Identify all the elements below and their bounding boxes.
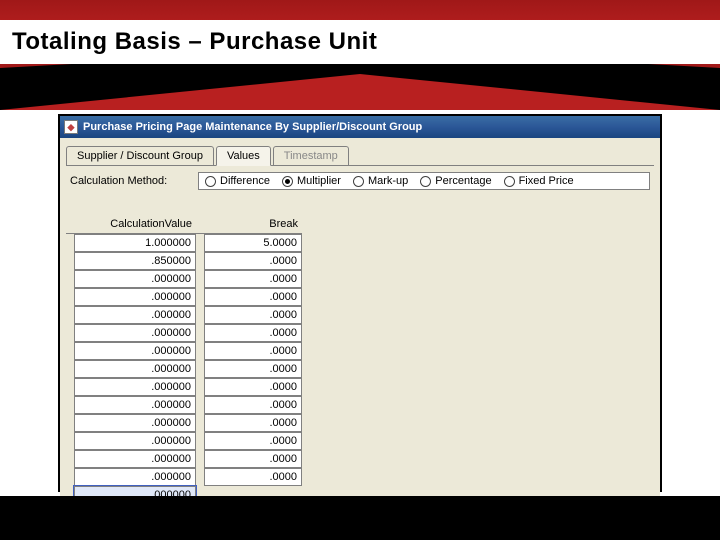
radio-mark-up[interactable]: Mark-up (353, 175, 408, 187)
radio-dot-icon (504, 176, 515, 187)
row-spacer (66, 450, 74, 468)
row-spacer (66, 306, 74, 324)
row-spacer (196, 234, 204, 252)
values-grid-body: 1.0000005.0000.850000.0000.000000.0000.0… (66, 234, 654, 504)
calc-value-cell[interactable]: .000000 (74, 450, 196, 468)
break-cell[interactable]: .0000 (204, 360, 302, 378)
calc-value-cell[interactable]: .000000 (74, 414, 196, 432)
radio-label: Difference (220, 175, 270, 187)
tab-supplier-discount-group[interactable]: Supplier / Discount Group (66, 146, 214, 165)
column-header-calc-value: CalculationValue (74, 200, 196, 234)
break-cell[interactable]: .0000 (204, 450, 302, 468)
slide-title: Totaling Basis – Purchase Unit (12, 28, 377, 56)
tab-timestamp: Timestamp (273, 146, 349, 165)
row-spacer (66, 360, 74, 378)
row-spacer (196, 306, 204, 324)
row-spacer (66, 342, 74, 360)
row-spacer (196, 288, 204, 306)
calc-value-cell[interactable]: .000000 (74, 306, 196, 324)
footer-black-band (0, 496, 720, 540)
tab-values[interactable]: Values (216, 146, 271, 166)
row-spacer (196, 342, 204, 360)
window-client-area: Supplier / Discount GroupValuesTimestamp… (60, 138, 660, 510)
header-spacer (66, 200, 74, 234)
calc-value-cell[interactable]: .000000 (74, 288, 196, 306)
radio-label: Fixed Price (519, 175, 574, 187)
row-spacer (196, 324, 204, 342)
radio-label: Multiplier (297, 175, 341, 187)
row-spacer (196, 468, 204, 486)
row-spacer (196, 252, 204, 270)
break-cell[interactable]: .0000 (204, 324, 302, 342)
calc-method-row: Calculation Method: Difference Multiplier… (66, 166, 654, 200)
break-cell[interactable]: .0000 (204, 414, 302, 432)
calc-value-cell[interactable]: .000000 (74, 468, 196, 486)
values-grid-header: CalculationValue Break (66, 200, 654, 234)
break-cell[interactable]: .0000 (204, 270, 302, 288)
break-cell[interactable]: .0000 (204, 378, 302, 396)
break-cell[interactable]: .0000 (204, 468, 302, 486)
app-window: ◆ Purchase Pricing Page Maintenance By S… (58, 114, 662, 492)
row-spacer (66, 252, 74, 270)
calc-value-cell[interactable]: .000000 (74, 432, 196, 450)
row-spacer (196, 414, 204, 432)
radio-dot-icon (353, 176, 364, 187)
row-spacer (66, 432, 74, 450)
break-cell[interactable]: .0000 (204, 342, 302, 360)
radio-dot-icon (282, 176, 293, 187)
window-title: Purchase Pricing Page Maintenance By Sup… (83, 121, 422, 133)
radio-label: Percentage (435, 175, 491, 187)
calc-value-cell[interactable]: .000000 (74, 378, 196, 396)
row-spacer (66, 270, 74, 288)
calc-method-radio-group: Difference Multiplier Mark-up Percentage Fix… (198, 172, 650, 190)
row-spacer (196, 396, 204, 414)
column-header-break: Break (204, 200, 302, 234)
row-spacer (196, 450, 204, 468)
row-spacer (66, 468, 74, 486)
break-cell[interactable]: .0000 (204, 396, 302, 414)
window-titlebar[interactable]: ◆ Purchase Pricing Page Maintenance By S… (60, 116, 660, 138)
break-cell[interactable]: .0000 (204, 288, 302, 306)
calc-value-cell[interactable]: .000000 (74, 342, 196, 360)
calc-value-cell[interactable]: .000000 (74, 396, 196, 414)
header-white-band: Totaling Basis – Purchase Unit (0, 20, 720, 64)
radio-difference[interactable]: Difference (205, 175, 270, 187)
radio-multiplier[interactable]: Multiplier (282, 175, 341, 187)
row-spacer (66, 414, 74, 432)
radio-fixed-price[interactable]: Fixed Price (504, 175, 574, 187)
calc-value-cell[interactable]: .000000 (74, 360, 196, 378)
row-spacer (66, 396, 74, 414)
radio-label: Mark-up (368, 175, 408, 187)
calc-value-cell[interactable]: 1.000000 (74, 234, 196, 252)
break-cell[interactable]: .0000 (204, 252, 302, 270)
calc-value-cell[interactable]: .000000 (74, 324, 196, 342)
row-spacer (66, 234, 74, 252)
break-cell[interactable]: 5.0000 (204, 234, 302, 252)
radio-dot-icon (205, 176, 216, 187)
calc-value-cell[interactable]: .850000 (74, 252, 196, 270)
header-spacer (196, 200, 204, 234)
row-spacer (66, 288, 74, 306)
row-spacer (196, 270, 204, 288)
app-icon: ◆ (64, 120, 78, 134)
calc-value-cell[interactable]: .000000 (74, 270, 196, 288)
row-spacer (196, 360, 204, 378)
radio-percentage[interactable]: Percentage (420, 175, 491, 187)
row-spacer (66, 324, 74, 342)
break-cell[interactable]: .0000 (204, 306, 302, 324)
radio-dot-icon (420, 176, 431, 187)
tab-strip: Supplier / Discount GroupValuesTimestamp (66, 144, 654, 166)
break-cell[interactable]: .0000 (204, 432, 302, 450)
calc-method-label: Calculation Method: (70, 175, 190, 187)
row-spacer (196, 378, 204, 396)
row-spacer (66, 378, 74, 396)
row-spacer (196, 432, 204, 450)
